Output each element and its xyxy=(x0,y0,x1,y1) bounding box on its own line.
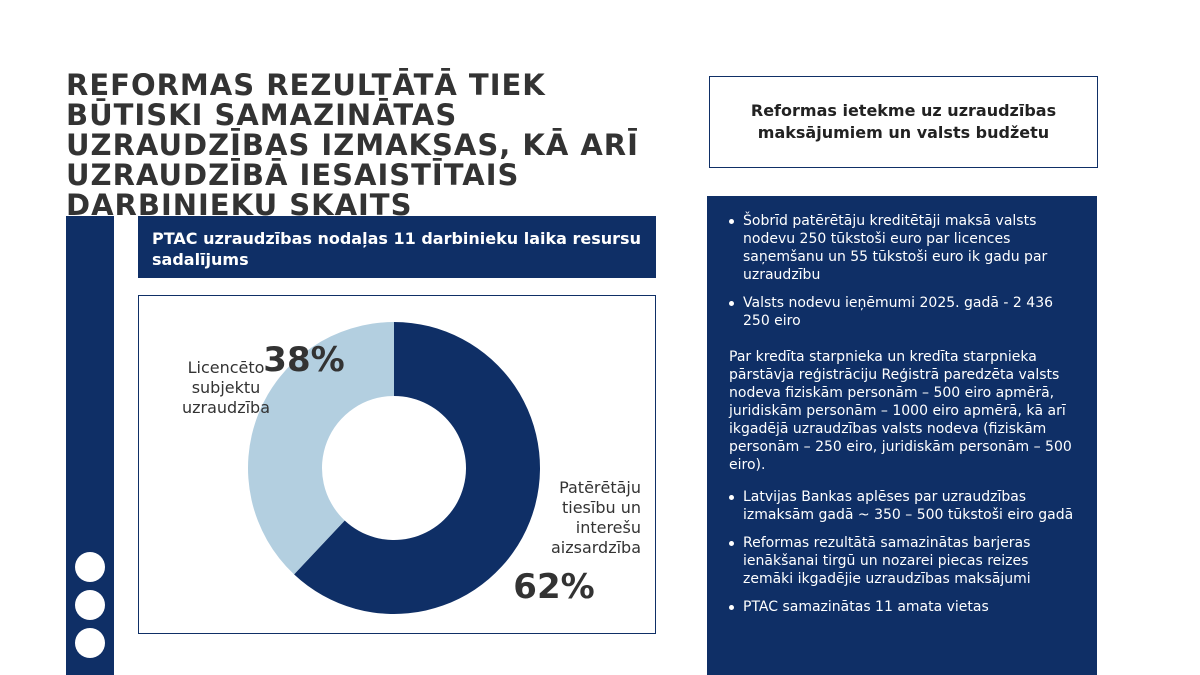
donut-chart-panel: 62% Patērētāju tiesību un interešu aizsardzī… xyxy=(138,295,656,634)
donut-slice xyxy=(248,322,394,575)
side-heading: Reformas ietekme uz uzraudzības maksājum… xyxy=(709,76,1098,168)
slice-category-label: Licencēto subjektu uzraudzība xyxy=(182,358,270,417)
info-panel: Šobrīd patērētāju kreditētāji maksā vals… xyxy=(707,196,1097,675)
slice-value-label: 38% xyxy=(263,340,344,380)
info-paragraph: Par kredīta starpnieka un kredīta starpn… xyxy=(729,349,1072,473)
list-item: PTAC samazinātas 11 amata vietas xyxy=(729,598,1081,616)
circle-dot-icon xyxy=(75,552,105,582)
slice-value-label: 62% xyxy=(513,567,594,607)
top-bullet-list: Šobrīd patērētāju kreditētāji maksā vals… xyxy=(729,212,1081,330)
bottom-bullet-list: Latvijas Bankas aplēses par uzraudzības … xyxy=(729,488,1081,616)
donut-slice xyxy=(294,322,540,614)
slice-category-label: Patērētāju tiesību un interešu aizsardzība xyxy=(551,478,641,557)
page-title: REFORMAS REZULTĀTĀ TIEK BŪTISKI SAMAZINĀ… xyxy=(66,68,639,222)
circle-dot-icon xyxy=(75,628,105,658)
chart-title: PTAC uzraudzības nodaļas 11 darbinieku l… xyxy=(138,216,656,278)
list-item: Valsts nodevu ieņēmumi 2025. gadā - 2 43… xyxy=(729,294,1081,330)
list-item: Latvijas Bankas aplēses par uzraudzības … xyxy=(729,488,1081,524)
donut-chart: 62% Patērētāju tiesību un interešu aizsardzī… xyxy=(182,322,641,614)
decorative-side-bar xyxy=(66,216,114,675)
list-item: Šobrīd patērētāju kreditētāji maksā vals… xyxy=(729,212,1081,284)
list-item: Reformas rezultātā samazinātas barjeras … xyxy=(729,534,1081,588)
circle-dot-icon xyxy=(75,590,105,620)
